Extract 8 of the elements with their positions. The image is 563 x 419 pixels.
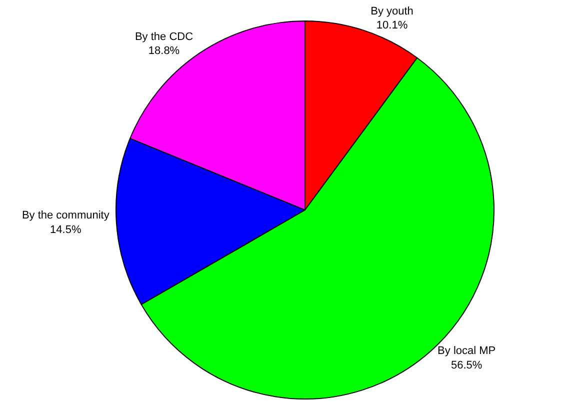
data-label: 10.1%: [376, 20, 408, 32]
data-label: 18.8%: [148, 45, 180, 58]
slice-label: By the CDC: [134, 30, 194, 43]
data-label: 56.5%: [450, 359, 482, 372]
slice-label: By the community: [22, 210, 110, 222]
data-label: 14.5%: [50, 224, 82, 236]
slice-label: By local MP: [438, 345, 496, 358]
slice-label: By youth: [370, 5, 414, 18]
